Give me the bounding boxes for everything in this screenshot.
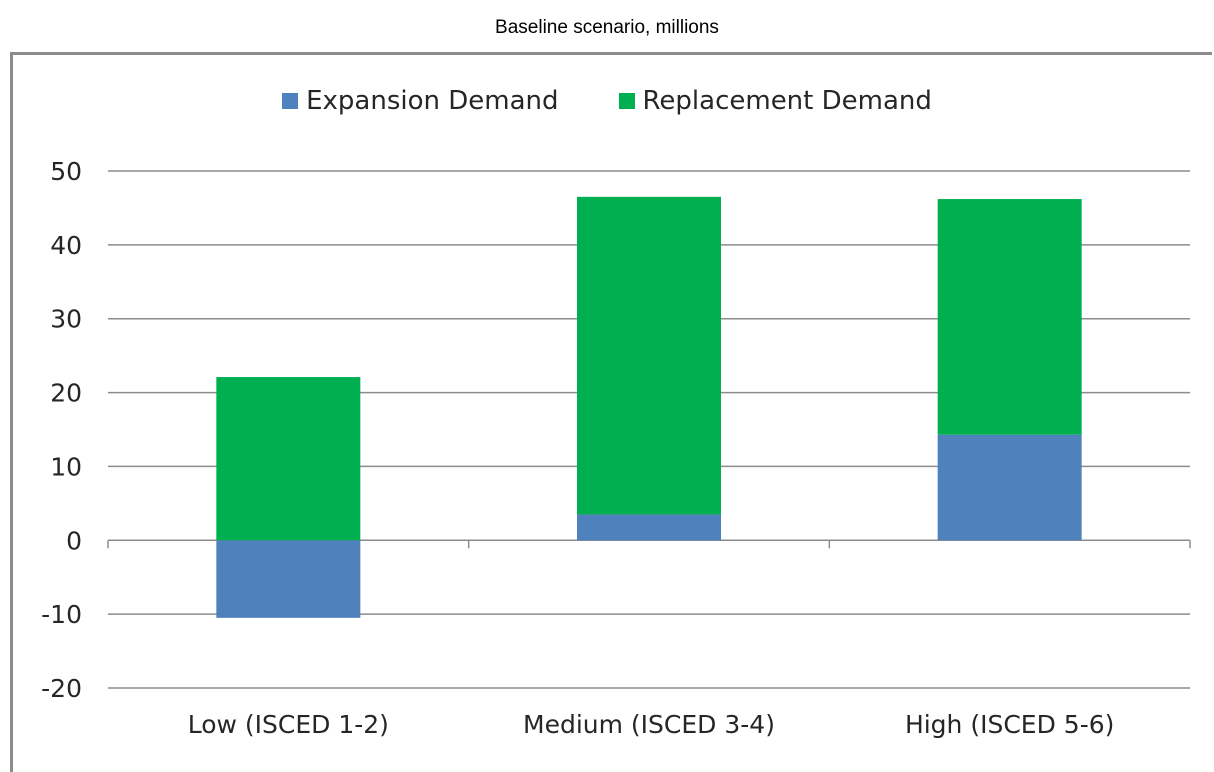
y-tick-label: -20	[41, 674, 82, 703]
y-tick-label: 10	[50, 452, 82, 481]
y-tick-label: 50	[50, 157, 82, 186]
x-tick-label: High (ISCED 5-6)	[905, 710, 1114, 739]
legend-label-replacement: Replacement Demand	[642, 86, 932, 116]
y-tick-label: 20	[50, 379, 82, 408]
y-tick-label: 0	[66, 526, 82, 555]
x-tick-label: Low (ISCED 1-2)	[188, 710, 389, 739]
legend-label-expansion: Expansion Demand	[306, 86, 559, 116]
bar-replacement	[216, 377, 361, 541]
bar-expansion	[937, 434, 1082, 541]
legend-item-expansion: Expansion Demand	[282, 86, 559, 116]
y-tick-label: 30	[50, 305, 82, 334]
legend: Expansion Demand Replacement Demand	[0, 86, 1214, 116]
chart-frame	[10, 52, 1212, 772]
y-tick-label: -10	[41, 600, 82, 629]
y-tick-label: 40	[50, 231, 82, 260]
bar-expansion	[216, 540, 361, 618]
legend-swatch-expansion	[282, 93, 299, 109]
legend-swatch-replacement	[618, 93, 635, 109]
bar-expansion	[577, 514, 721, 541]
x-tick-label: Medium (ISCED 3-4)	[523, 710, 775, 739]
bar-replacement	[937, 199, 1082, 435]
legend-item-replacement: Replacement Demand	[618, 86, 932, 116]
chart-title: Baseline scenario, millions	[495, 17, 719, 38]
bar-replacement	[577, 196, 721, 515]
